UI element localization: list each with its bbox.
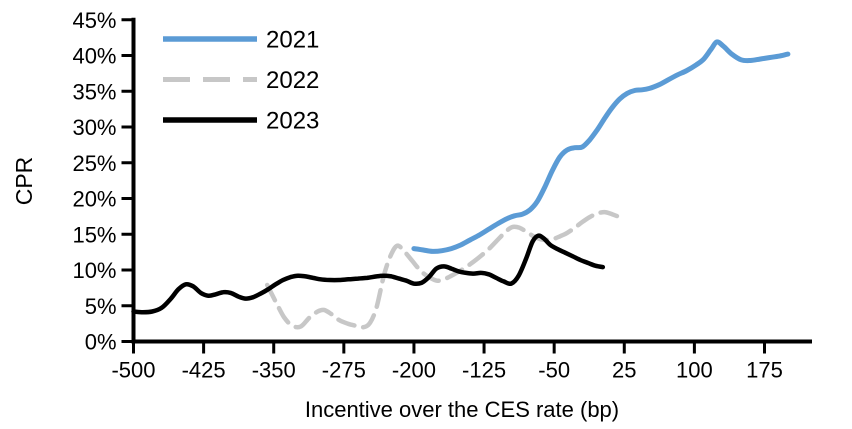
axes [131, 17, 812, 344]
x-tick-label: -125 [462, 358, 506, 383]
x-tick-label: -200 [392, 358, 436, 383]
legend-label: 2022 [266, 67, 319, 94]
x-tick-label: -350 [252, 358, 296, 383]
y-tick-label: 10% [72, 258, 116, 283]
y-tick-label: 30% [72, 115, 116, 140]
legend: 2021 2022 2023 [163, 27, 319, 135]
x-tick-label: -425 [182, 358, 226, 383]
y-tick-label: 20% [72, 187, 116, 212]
series-line-2023 [131, 233, 606, 315]
x-axis-title: Incentive over the CES rate (bp) [305, 397, 619, 422]
legend-item-2022: 2022 [163, 67, 319, 94]
x-tick-label: -50 [538, 358, 570, 383]
series-lines [131, 39, 791, 330]
x-tick-label: 25 [612, 358, 636, 383]
y-tick-label: 45% [72, 8, 116, 33]
legend-item-2021: 2021 [163, 27, 319, 54]
axis-tick-labels: 0% 5% 10% 15% 20% 25% 30% 35% 40% 45% -500 -425 -350… [72, 8, 782, 383]
x-tick-label: -275 [322, 358, 366, 383]
series-line-2022 [264, 209, 622, 330]
legend-label: 2021 [266, 27, 319, 54]
y-tick-label: 5% [85, 294, 117, 319]
legend-item-2023: 2023 [163, 108, 319, 135]
axis-ticks [121, 18, 766, 354]
series-line-2021 [411, 39, 791, 254]
x-tick-label: 175 [746, 358, 783, 383]
y-tick-label: 35% [72, 79, 116, 104]
x-tick-label: 100 [676, 358, 713, 383]
y-tick-label: 15% [72, 222, 116, 247]
y-tick-label: 40% [72, 44, 116, 69]
y-tick-label: 0% [85, 330, 117, 355]
legend-label: 2023 [266, 108, 319, 135]
y-axis-title: CPR [11, 157, 37, 206]
y-tick-label: 25% [72, 151, 116, 176]
x-tick-label: -500 [111, 358, 155, 383]
